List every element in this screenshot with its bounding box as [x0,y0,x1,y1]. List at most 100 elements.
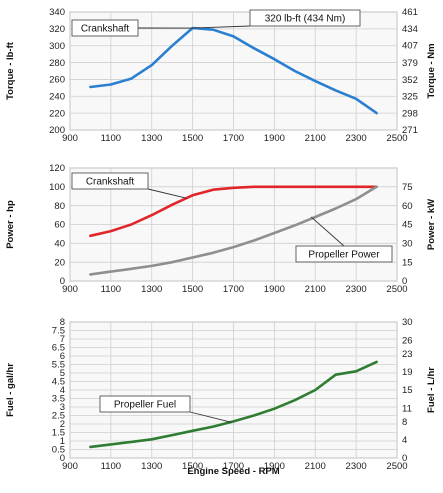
chart-3: 900 1100 1300 1500 1700 1900 2100 2300 250000.51… [5,317,437,477]
y2-tick-label: 407 [402,41,418,52]
y2-axis-title: Power - kW [426,199,437,250]
y-axis-title: Power - hp [5,200,16,249]
y-tick-label: 3 [60,402,65,413]
y2-tick-label: 325 [402,92,418,103]
y-tick-label: 6.5 [52,343,65,354]
y2-tick-label: 0 [402,453,407,464]
y-tick-label: 7.5 [52,326,65,337]
y-tick-label: 4.5 [52,377,65,388]
y2-tick-label: 4 [402,435,407,446]
callout-box [71,172,149,190]
series-line-1 [89,26,378,115]
x-tick-label: 1500 [182,133,203,144]
y-tick-label: 40 [54,239,65,250]
y-tick-label: 2.5 [52,411,65,422]
y-axis-title: Fuel - gal/hr [5,363,16,417]
y-tick-label: 1 [60,436,65,447]
chart-2: 900 1100 1300 1500 1700 1900 2100 2300 2500 0 20 40… [5,163,437,295]
y2-axis-title: Torque - Nm [426,43,437,98]
x-tick-label: 2300 [346,461,367,472]
y-tick-label: 120 [49,163,65,174]
callout-label: Propeller Power [308,250,380,261]
y-tick-label: 80 [54,201,65,212]
y-tick-label: 100 [49,182,65,193]
y2-tick-label: 30 [402,317,413,328]
y2-tick-label: 298 [402,108,418,119]
y-tick-label: 0 [60,276,65,287]
y2-tick-label: 26 [402,335,413,346]
x-tick-label: 1700 [223,284,244,295]
y-tick-label: 320 [49,24,65,35]
series-line-1 [89,360,378,449]
y-tick-label: 220 [49,108,65,119]
y-tick-label: 20 [54,257,65,268]
y2-tick-label: 434 [402,24,418,35]
callout-label: Propeller Fuel [114,400,176,411]
callout-label: 320 lb-ft (434 Nm) [265,14,346,25]
x-tick-label: 2300 [346,133,367,144]
y2-tick-label: 30 [402,239,413,250]
x-tick-label: 2500 [386,461,407,472]
y-tick-label: 7 [60,334,65,345]
x-tick-label: 1500 [182,461,203,472]
callout-leader [147,188,187,199]
x-tick-label: 900 [62,461,78,472]
x-tick-label: 2500 [386,133,407,144]
y-axis-title: Torque - lb-ft [5,41,16,100]
x-tick-label: 1100 [101,133,121,144]
y-tick-label: 280 [49,58,65,69]
y-tick-label: 0.5 [52,445,65,456]
y2-tick-label: 461 [402,7,418,18]
x-tick-label: 1900 [264,133,285,144]
callout-leader [310,216,345,247]
y2-tick-label: 45 [402,220,413,231]
callout-box [249,9,361,27]
y-tick-label: 5.5 [52,360,65,371]
callout-leader [189,411,232,423]
x-tick-label: 2300 [346,284,367,295]
x-tick-label: 1900 [264,461,285,472]
callout-box [99,395,191,413]
callout-label: Crankshaft [81,24,130,35]
chart-1: 900 1100 1300 1500 1700 1900 2100 2300 2500 200 22… [5,7,437,144]
y2-tick-label: 19 [402,367,413,378]
y-tick-label: 340 [49,7,65,18]
y-tick-label: 5 [60,368,65,379]
y2-tick-label: 11 [402,403,412,414]
x-tick-label: 1900 [264,284,285,295]
x-tick-label: 2500 [386,284,407,295]
y-tick-label: 1.5 [52,428,65,439]
y2-tick-label: 75 [402,182,413,193]
series-line-1 [89,185,378,238]
callout-label: Crankshaft [86,177,135,188]
x-tick-label: 900 [62,133,78,144]
x-tick-label: 2100 [305,284,326,295]
y-tick-label: 3.5 [52,394,65,405]
y2-tick-label: 8 [402,417,407,428]
callout-leader [192,25,251,29]
x-tick-label: 1300 [141,284,162,295]
x-tick-label: 1300 [141,133,162,144]
y-tick-label: 6 [60,351,65,362]
x-tick-label: 1700 [223,461,244,472]
y-tick-label: 200 [49,125,65,136]
y-tick-label: 2 [60,419,65,430]
y2-tick-label: 271 [402,125,418,136]
x-tick-label: 1500 [182,284,203,295]
series-line-2 [89,185,378,276]
x-tick-label: 1100 [101,461,121,472]
y-tick-label: 300 [49,41,65,52]
y-tick-label: 60 [54,220,65,231]
x-tick-label: 1300 [141,461,162,472]
y-tick-label: 8 [60,317,65,328]
y2-tick-label: 352 [402,75,418,86]
y2-tick-label: 15 [402,257,413,268]
x-tick-label: 900 [62,284,78,295]
x-tick-label: 1100 [101,284,121,295]
y2-tick-label: 23 [402,349,413,360]
callout-box [295,245,393,263]
x-axis-title: Engine Speed - RPM [187,466,279,477]
y2-tick-label: 379 [402,58,418,69]
x-tick-label: 2100 [305,461,326,472]
